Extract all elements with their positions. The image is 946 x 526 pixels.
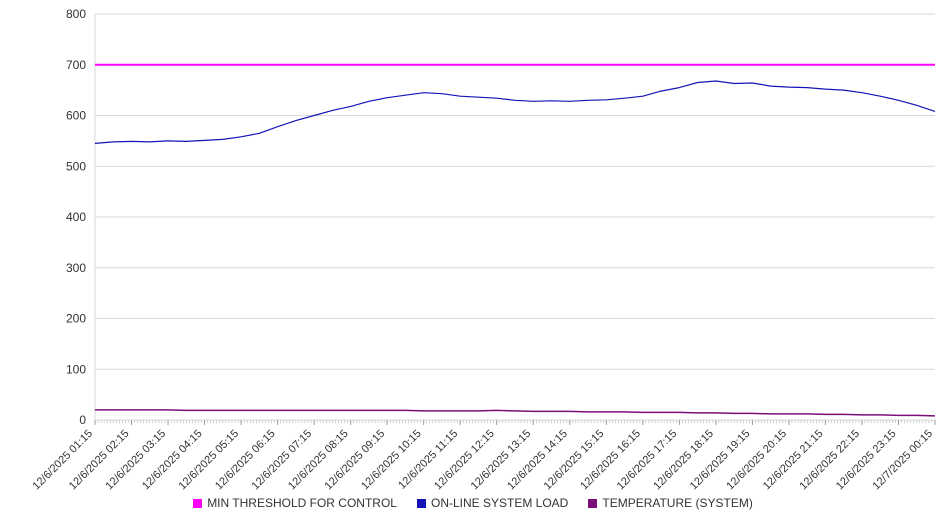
svg-text:400: 400	[66, 210, 86, 224]
legend-label-temperature: TEMPERATURE (SYSTEM)	[602, 496, 753, 510]
svg-text:100: 100	[66, 362, 86, 376]
chart-legend: MIN THRESHOLD FOR CONTROL ON-LINE SYSTEM…	[0, 496, 946, 510]
svg-text:300: 300	[66, 261, 86, 275]
legend-item-temperature: TEMPERATURE (SYSTEM)	[588, 496, 753, 510]
chart-canvas: 0 100 200 300 400 500 600 700 800 12/6/2025 01:15…	[30, 7, 936, 493]
svg-text:600: 600	[66, 109, 86, 123]
legend-item-min-threshold: MIN THRESHOLD FOR CONTROL	[193, 496, 397, 510]
svg-text:500: 500	[66, 159, 86, 173]
legend-swatch-system-load-icon	[416, 498, 426, 508]
legend-swatch-temperature-icon	[588, 498, 598, 508]
legend-label-system-load: ON-LINE SYSTEM LOAD	[430, 496, 569, 510]
legend-label-min-threshold: MIN THRESHOLD FOR CONTROL	[207, 496, 397, 510]
svg-text:800: 800	[66, 7, 86, 21]
svg-text:0: 0	[79, 413, 86, 427]
svg-text:700: 700	[66, 58, 86, 72]
svg-text:200: 200	[66, 312, 86, 326]
legend-item-system-load: ON-LINE SYSTEM LOAD	[416, 496, 569, 510]
svg-text:12/6/2025 01:15: 12/6/2025 01:15	[30, 428, 95, 493]
legend-swatch-min-threshold-icon	[193, 498, 203, 508]
